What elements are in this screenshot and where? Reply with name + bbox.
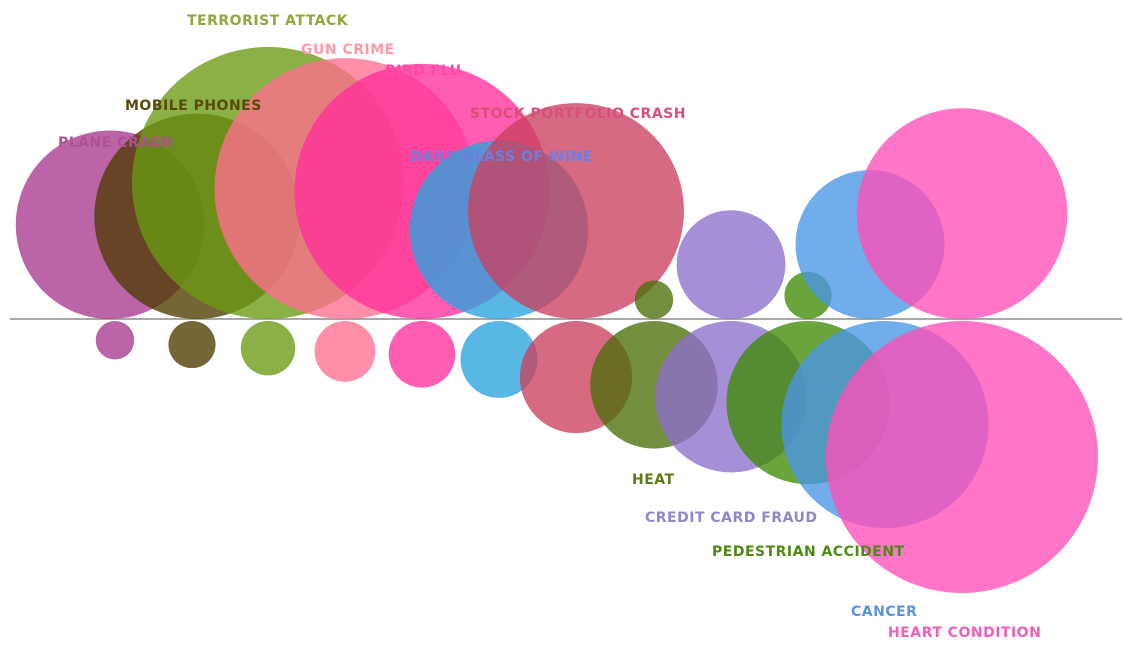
label-cancer: CANCER bbox=[851, 604, 917, 620]
label-heat: HEAT bbox=[632, 472, 675, 488]
bubble-labels: TERRORIST ATTACK GUN CRIME BIRD FLU MOBI… bbox=[58, 13, 1041, 641]
bubble-perceived-credit-card-fraud bbox=[676, 210, 786, 319]
label-mobile-phones: MOBILE PHONES bbox=[125, 98, 262, 114]
bubble-perceived-stock-portfolio-crash bbox=[468, 103, 684, 319]
bubble-actual-bird-flu bbox=[388, 321, 456, 388]
perceived-bubbles bbox=[15, 47, 1068, 320]
label-terrorist-attack: TERRORIST ATTACK bbox=[187, 13, 349, 29]
bubble-actual-plane-crash bbox=[95, 321, 135, 360]
bubble-perceived-heart-condition bbox=[856, 108, 1068, 320]
label-daily-glass-of-wine: DAILY GLASS OF WINE bbox=[410, 149, 593, 165]
label-gun-crime: GUN CRIME bbox=[301, 42, 395, 58]
bubble-actual-terrorist-attack bbox=[240, 321, 296, 376]
label-stock-portfolio-crash: STOCK PORTFOLIO CRASH bbox=[470, 106, 686, 122]
bubble-actual-daily-glass-of-wine bbox=[460, 321, 538, 398]
label-bird-flu: BIRD FLU bbox=[385, 63, 462, 79]
actual-bubbles bbox=[95, 321, 1098, 593]
label-plane-crash: PLANE CRASH bbox=[58, 135, 173, 151]
label-pedestrian-accident: PEDESTRIAN ACCIDENT bbox=[712, 544, 905, 560]
bubble-actual-mobile-phones bbox=[168, 321, 216, 369]
bubble-perceived-heat bbox=[634, 280, 674, 319]
label-credit-card-fraud: CREDIT CARD FRAUD bbox=[645, 510, 818, 526]
bubble-actual-heart-condition bbox=[826, 321, 1098, 593]
bubble-actual-gun-crime bbox=[314, 321, 376, 382]
label-heart-condition: HEART CONDITION bbox=[888, 625, 1041, 641]
